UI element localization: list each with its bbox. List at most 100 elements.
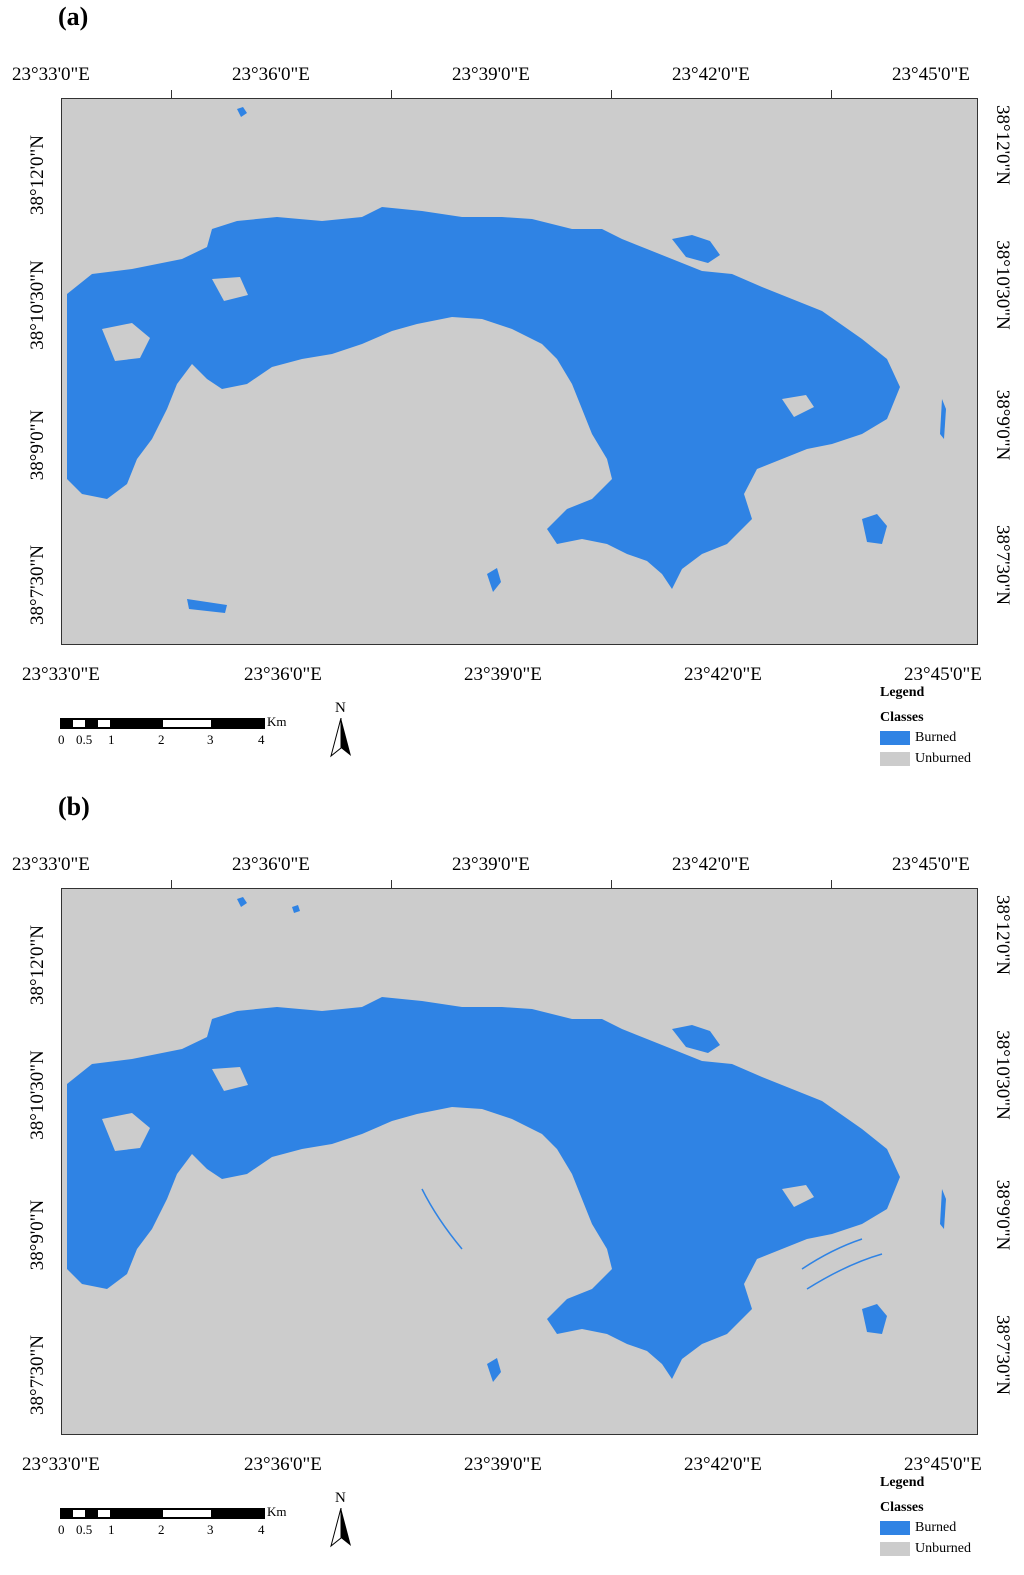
lat-tick-label: 38°9'0"N (27, 1199, 48, 1271)
lon-tick-label: 23°39'0"E (464, 664, 542, 685)
frame-tick (391, 90, 392, 98)
burned-streak (421, 1188, 883, 1290)
unburned-hole (212, 1067, 248, 1091)
lon-tick-label: 23°33'0"E (12, 854, 90, 875)
north-arrow-icon (330, 1508, 351, 1548)
lat-tick-label: 38°10'30"N (992, 240, 1013, 330)
legend-swatch-unburned (880, 1542, 910, 1556)
burned-patch (672, 235, 720, 263)
lon-tick-label: 23°36'0"E (232, 854, 310, 875)
lat-tick-label: 38°7'30"N (27, 1335, 48, 1415)
north-label: N (335, 1490, 346, 1506)
frame-tick (171, 90, 172, 98)
lon-tick-label: 23°45'0"E (892, 64, 970, 85)
legend-classes-title: Classes (880, 1500, 924, 1515)
map-frame (61, 888, 978, 1435)
lon-tick-label: 23°36'0"E (244, 1454, 322, 1475)
burned-patch (940, 399, 946, 439)
lat-tick-label: 38°7'30"N (992, 1315, 1013, 1395)
legend-label: Burned (915, 730, 957, 745)
frame-tick (391, 880, 392, 888)
scale-label: 4 (258, 732, 265, 747)
unburned-hole (102, 323, 150, 361)
burned-area-map (67, 897, 946, 1382)
legend-swatch-burned (880, 731, 910, 745)
burned-patch (487, 1358, 501, 1382)
legend-title: Legend (880, 1475, 925, 1490)
lon-tick-label: 23°36'0"E (232, 64, 310, 85)
burned-patch (237, 897, 247, 907)
lat-tick-label: 38°12'0"N (27, 925, 48, 1005)
lon-tick-label: 23°39'0"E (452, 854, 530, 875)
map-panel-b: (b) 23°33'0"E 23°36'0"E 23°39'0"E 23°42'… (0, 790, 1024, 1575)
lat-tick-label: 38°10'30"N (27, 1050, 48, 1140)
scale-label: 2 (158, 732, 165, 747)
map-panel-a: (a) 23°33'0"E 23°36'0"E 23°39'0"E 23°42'… (0, 0, 1024, 785)
lon-tick-label: 23°33'0"E (22, 1454, 100, 1475)
burned-patch (862, 1304, 887, 1334)
legend-classes-title: Classes (880, 710, 924, 725)
burned-patch (940, 1189, 946, 1229)
scale-label: 3 (207, 732, 214, 747)
burned-patch (292, 905, 300, 913)
scale-unit: Km (267, 1504, 287, 1519)
lon-tick-label: 23°42'0"E (684, 664, 762, 685)
frame-tick (611, 90, 612, 98)
legend-swatch-unburned (880, 752, 910, 766)
burned-patch (187, 599, 227, 613)
scale-label: 1 (108, 732, 115, 747)
scale-label: 0.5 (76, 1522, 93, 1537)
burned-patch (487, 568, 501, 592)
lat-tick-label: 38°12'0"N (992, 105, 1013, 185)
burned-area (67, 997, 900, 1379)
north-arrow-icon (330, 718, 351, 758)
unburned-hole (782, 395, 814, 417)
unburned-hole (212, 277, 248, 301)
lon-tick-label: 23°33'0"E (22, 664, 100, 685)
lon-tick-label: 23°45'0"E (904, 664, 982, 685)
unburned-hole (782, 1185, 814, 1207)
panel-label: (a) (58, 2, 89, 31)
lat-tick-label: 38°7'30"N (27, 545, 48, 625)
scale-label: 0 (58, 1522, 65, 1537)
lat-tick-label: 38°12'0"N (27, 135, 48, 215)
map-frame (61, 98, 978, 645)
lon-tick-label: 23°39'0"E (464, 1454, 542, 1475)
frame-tick (831, 880, 832, 888)
burned-area-map (67, 107, 946, 613)
lat-tick-label: 38°9'0"N (992, 389, 1013, 461)
north-label: N (335, 700, 346, 716)
lon-tick-label: 23°42'0"E (684, 1454, 762, 1475)
lon-tick-label: 23°42'0"E (672, 64, 750, 85)
lon-tick-label: 23°42'0"E (672, 854, 750, 875)
frame-tick (171, 880, 172, 888)
lat-tick-label: 38°10'30"N (992, 1030, 1013, 1120)
lat-tick-label: 38°12'0"N (992, 895, 1013, 975)
burned-patch (862, 514, 887, 544)
lat-tick-label: 38°10'30"N (27, 260, 48, 350)
frame-tick (831, 90, 832, 98)
lon-tick-label: 23°36'0"E (244, 664, 322, 685)
scale-bar (60, 1506, 265, 1519)
lon-tick-label: 23°45'0"E (904, 1454, 982, 1475)
lon-tick-label: 23°45'0"E (892, 854, 970, 875)
legend-label: Unburned (915, 751, 971, 766)
burned-area (67, 207, 900, 589)
lat-tick-label: 38°9'0"N (27, 409, 48, 481)
unburned-hole (102, 1113, 150, 1151)
lon-tick-label: 23°33'0"E (12, 64, 90, 85)
lon-tick-label: 23°39'0"E (452, 64, 530, 85)
frame-tick (611, 880, 612, 888)
legend-swatch-burned (880, 1521, 910, 1535)
scale-bar (60, 716, 265, 729)
scale-label: 0 (58, 732, 65, 747)
burned-patch (672, 1025, 720, 1053)
legend-title: Legend (880, 685, 925, 700)
burned-patch (237, 107, 247, 117)
lat-tick-label: 38°9'0"N (992, 1179, 1013, 1251)
scale-label: 4 (258, 1522, 265, 1537)
scale-label: 2 (158, 1522, 165, 1537)
scale-label: 3 (207, 1522, 214, 1537)
lat-tick-label: 38°7'30"N (992, 525, 1013, 605)
scale-unit: Km (267, 714, 287, 729)
